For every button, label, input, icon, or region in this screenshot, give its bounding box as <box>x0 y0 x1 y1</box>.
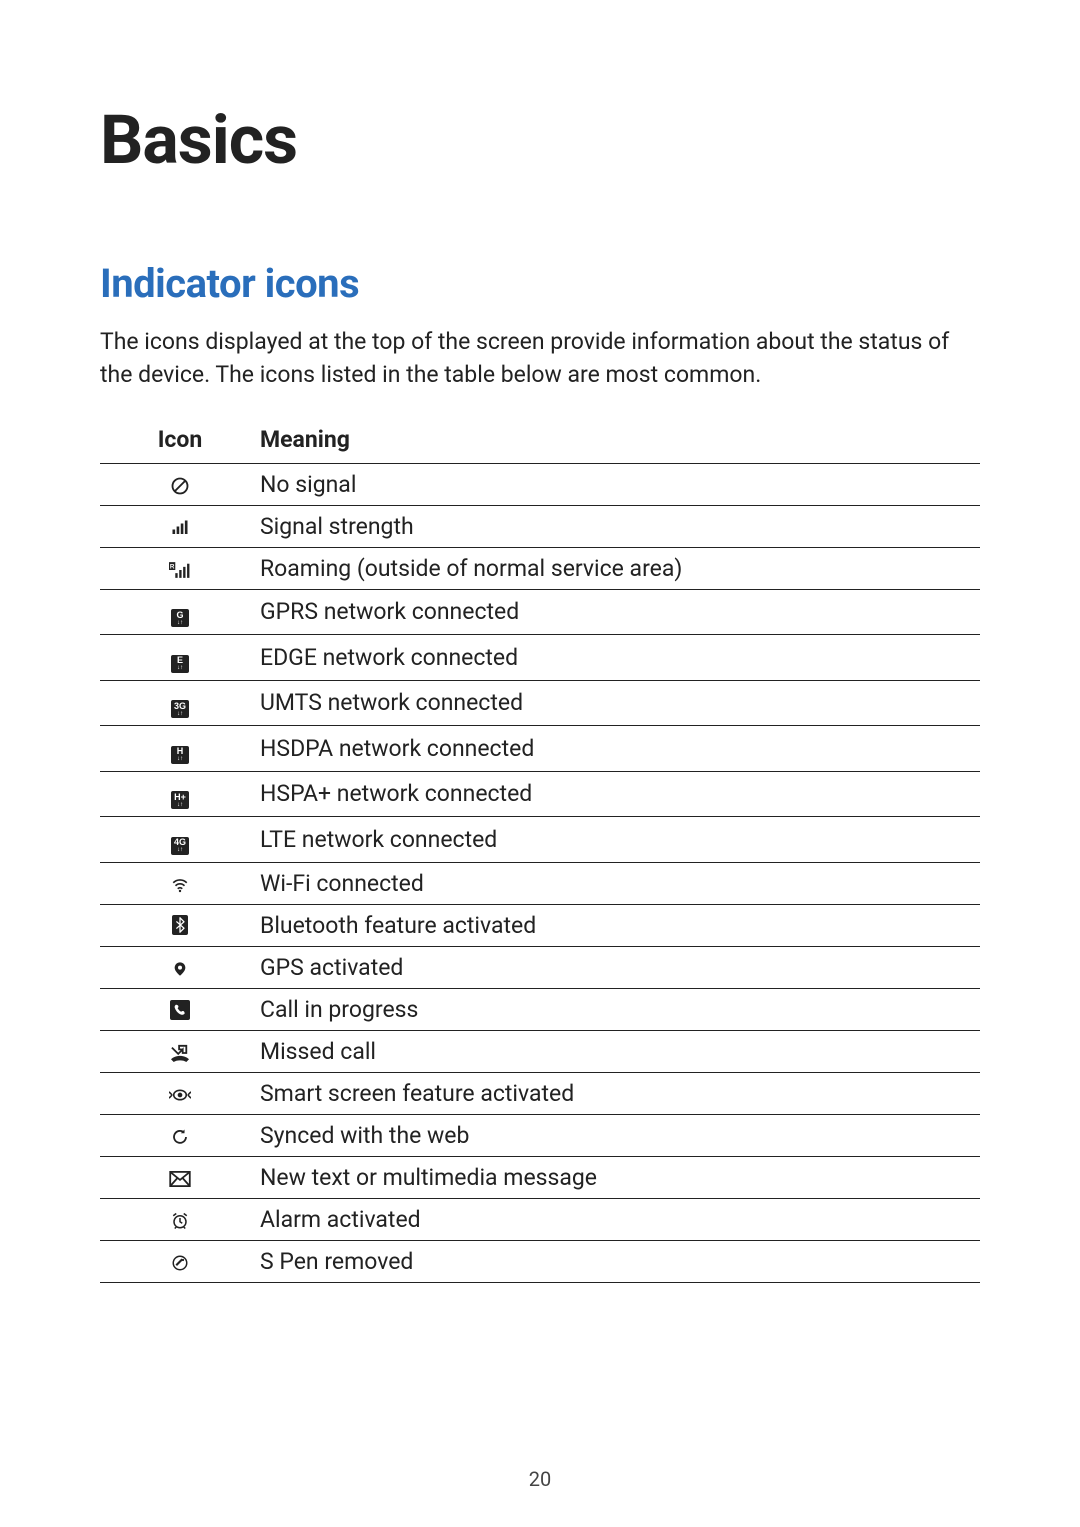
alarm-icon <box>169 1210 191 1232</box>
page-title: Basics <box>100 100 980 180</box>
manual-page: Basics Indicator icons The icons display… <box>0 0 1080 1323</box>
meaning-cell: Call in progress <box>260 988 980 1030</box>
table-row: 4G↓↑ LTE network connected <box>100 817 980 863</box>
table-row: Synced with the web <box>100 1114 980 1156</box>
meaning-cell: No signal <box>260 463 980 505</box>
meaning-cell: S Pen removed <box>260 1240 980 1282</box>
meaning-cell: Smart screen feature activated <box>260 1072 980 1114</box>
meaning-cell: Wi-Fi connected <box>260 862 980 904</box>
header-meaning: Meaning <box>260 416 980 464</box>
umts-icon: 3G↓↑ <box>171 700 189 718</box>
page-number: 20 <box>0 1467 1080 1491</box>
smart-screen-icon <box>169 1084 191 1106</box>
indicator-icons-table: Icon Meaning No signal Signal st <box>100 416 980 1283</box>
call-icon <box>170 1000 190 1020</box>
meaning-cell: EDGE network connected <box>260 635 980 681</box>
table-row: New text or multimedia message <box>100 1156 980 1198</box>
meaning-cell: GPS activated <box>260 946 980 988</box>
no-signal-icon <box>169 475 191 497</box>
section-intro: The icons displayed at the top of the sc… <box>100 325 980 392</box>
table-row: G↓↑ GPRS network connected <box>100 589 980 635</box>
header-icon: Icon <box>100 416 260 464</box>
meaning-cell: Signal strength <box>260 505 980 547</box>
table-row: E↓↑ EDGE network connected <box>100 635 980 681</box>
spen-removed-icon <box>169 1252 191 1274</box>
meaning-cell: HSDPA network connected <box>260 726 980 772</box>
meaning-cell: Roaming (outside of normal service area) <box>260 547 980 589</box>
section-heading: Indicator icons <box>100 260 980 307</box>
hspa-plus-icon: H+↓↑ <box>171 791 189 809</box>
table-row: H↓↑ HSDPA network connected <box>100 726 980 772</box>
missed-call-icon <box>169 1042 191 1064</box>
table-row: Alarm activated <box>100 1198 980 1240</box>
svg-text:R: R <box>170 563 175 570</box>
meaning-cell: UMTS network connected <box>260 680 980 726</box>
wifi-icon <box>169 874 191 896</box>
lte-icon: 4G↓↑ <box>171 837 189 855</box>
table-row: Smart screen feature activated <box>100 1072 980 1114</box>
roaming-icon: R <box>169 559 191 581</box>
meaning-cell: Missed call <box>260 1030 980 1072</box>
gprs-icon: G↓↑ <box>171 609 189 627</box>
table-row: S Pen removed <box>100 1240 980 1282</box>
meaning-cell: Synced with the web <box>260 1114 980 1156</box>
signal-strength-icon <box>169 517 191 539</box>
meaning-cell: GPRS network connected <box>260 589 980 635</box>
hsdpa-icon: H↓↑ <box>171 746 189 764</box>
table-row: Wi-Fi connected <box>100 862 980 904</box>
table-row: 3G↓↑ UMTS network connected <box>100 680 980 726</box>
meaning-cell: Bluetooth feature activated <box>260 904 980 946</box>
meaning-cell: HSPA+ network connected <box>260 771 980 817</box>
table-row: GPS activated <box>100 946 980 988</box>
table-row: H+↓↑ HSPA+ network connected <box>100 771 980 817</box>
table-row: No signal <box>100 463 980 505</box>
table-row: Call in progress <box>100 988 980 1030</box>
table-row: Signal strength <box>100 505 980 547</box>
meaning-cell: Alarm activated <box>260 1198 980 1240</box>
meaning-cell: LTE network connected <box>260 817 980 863</box>
bluetooth-icon <box>172 915 188 935</box>
sync-icon <box>169 1126 191 1148</box>
table-row: Bluetooth feature activated <box>100 904 980 946</box>
table-row: Missed call <box>100 1030 980 1072</box>
gps-icon <box>169 958 191 980</box>
table-row: R Roaming (outside of normal service are… <box>100 547 980 589</box>
message-icon <box>169 1168 191 1190</box>
table-header-row: Icon Meaning <box>100 416 980 464</box>
edge-icon: E↓↑ <box>171 655 189 673</box>
meaning-cell: New text or multimedia message <box>260 1156 980 1198</box>
